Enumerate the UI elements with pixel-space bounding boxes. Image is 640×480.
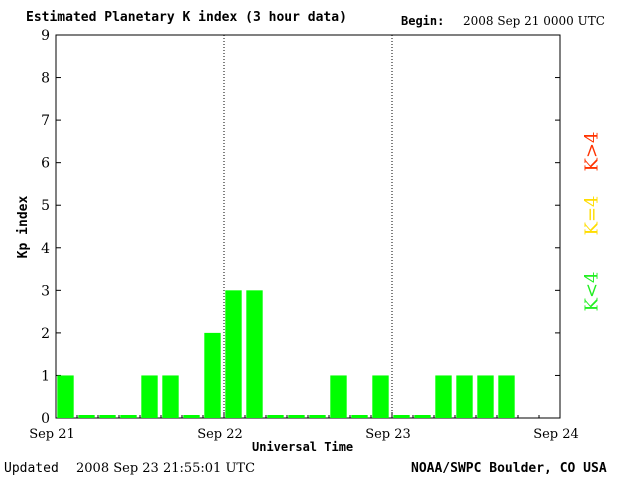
y-tick-label: 6 bbox=[41, 156, 50, 172]
kp-bar bbox=[99, 415, 116, 418]
kp-bar bbox=[414, 415, 431, 418]
y-tick-label: 8 bbox=[41, 71, 50, 87]
kp-bar bbox=[141, 375, 158, 418]
x-tick-label: Sep 24 bbox=[533, 427, 579, 442]
kp-bar bbox=[288, 415, 305, 418]
legend-low: K<4 bbox=[581, 271, 603, 312]
kp-bar bbox=[183, 415, 200, 418]
y-tick-label: 5 bbox=[41, 198, 50, 214]
y-tick-label: 1 bbox=[41, 368, 50, 384]
y-tick-label: 7 bbox=[41, 113, 50, 129]
plot-frame bbox=[55, 34, 561, 419]
kp-bar bbox=[246, 290, 263, 418]
x-tick-label: Sep 22 bbox=[197, 427, 243, 442]
updated-label: Updated bbox=[4, 461, 59, 476]
y-tick-label: 2 bbox=[41, 326, 50, 342]
kp-bar bbox=[477, 375, 494, 418]
y-axis-label: Kp index bbox=[16, 196, 31, 259]
kp-bar bbox=[120, 415, 137, 418]
chart-title: Estimated Planetary K index (3 hour data… bbox=[26, 10, 347, 25]
kp-bar bbox=[57, 375, 74, 418]
x-tick-label: Sep 23 bbox=[365, 427, 411, 442]
kp-bar bbox=[435, 375, 452, 418]
kp-bar bbox=[162, 375, 179, 418]
kp-bar bbox=[330, 375, 347, 418]
kp-bar bbox=[393, 415, 410, 418]
legend-high: K>4 bbox=[581, 131, 603, 172]
kp-bar bbox=[309, 415, 326, 418]
kp-bar bbox=[372, 375, 389, 418]
begin-value: 2008 Sep 21 0000 UTC bbox=[463, 14, 605, 28]
y-tick-label: 9 bbox=[41, 28, 50, 44]
kp-bar bbox=[267, 415, 284, 418]
x-tick-label: Sep 21 bbox=[29, 427, 75, 442]
kp-bar bbox=[225, 290, 242, 418]
x-axis-label: Universal Time bbox=[252, 440, 354, 454]
begin-label: Begin: bbox=[401, 14, 445, 28]
legend-equal: K=4 bbox=[581, 195, 603, 236]
kp-bar bbox=[498, 375, 515, 418]
kp-bar bbox=[456, 375, 473, 418]
kp-bar bbox=[351, 415, 368, 418]
y-tick-label: 0 bbox=[41, 411, 50, 427]
updated-value: 2008 Sep 23 21:55:01 UTC bbox=[76, 461, 256, 476]
y-tick-label: 4 bbox=[41, 241, 50, 257]
y-tick-label: 3 bbox=[41, 283, 50, 299]
source-credit: NOAA/SWPC Boulder, CO USA bbox=[411, 461, 607, 476]
kp-bar bbox=[78, 415, 95, 418]
kp-bar bbox=[204, 332, 221, 418]
